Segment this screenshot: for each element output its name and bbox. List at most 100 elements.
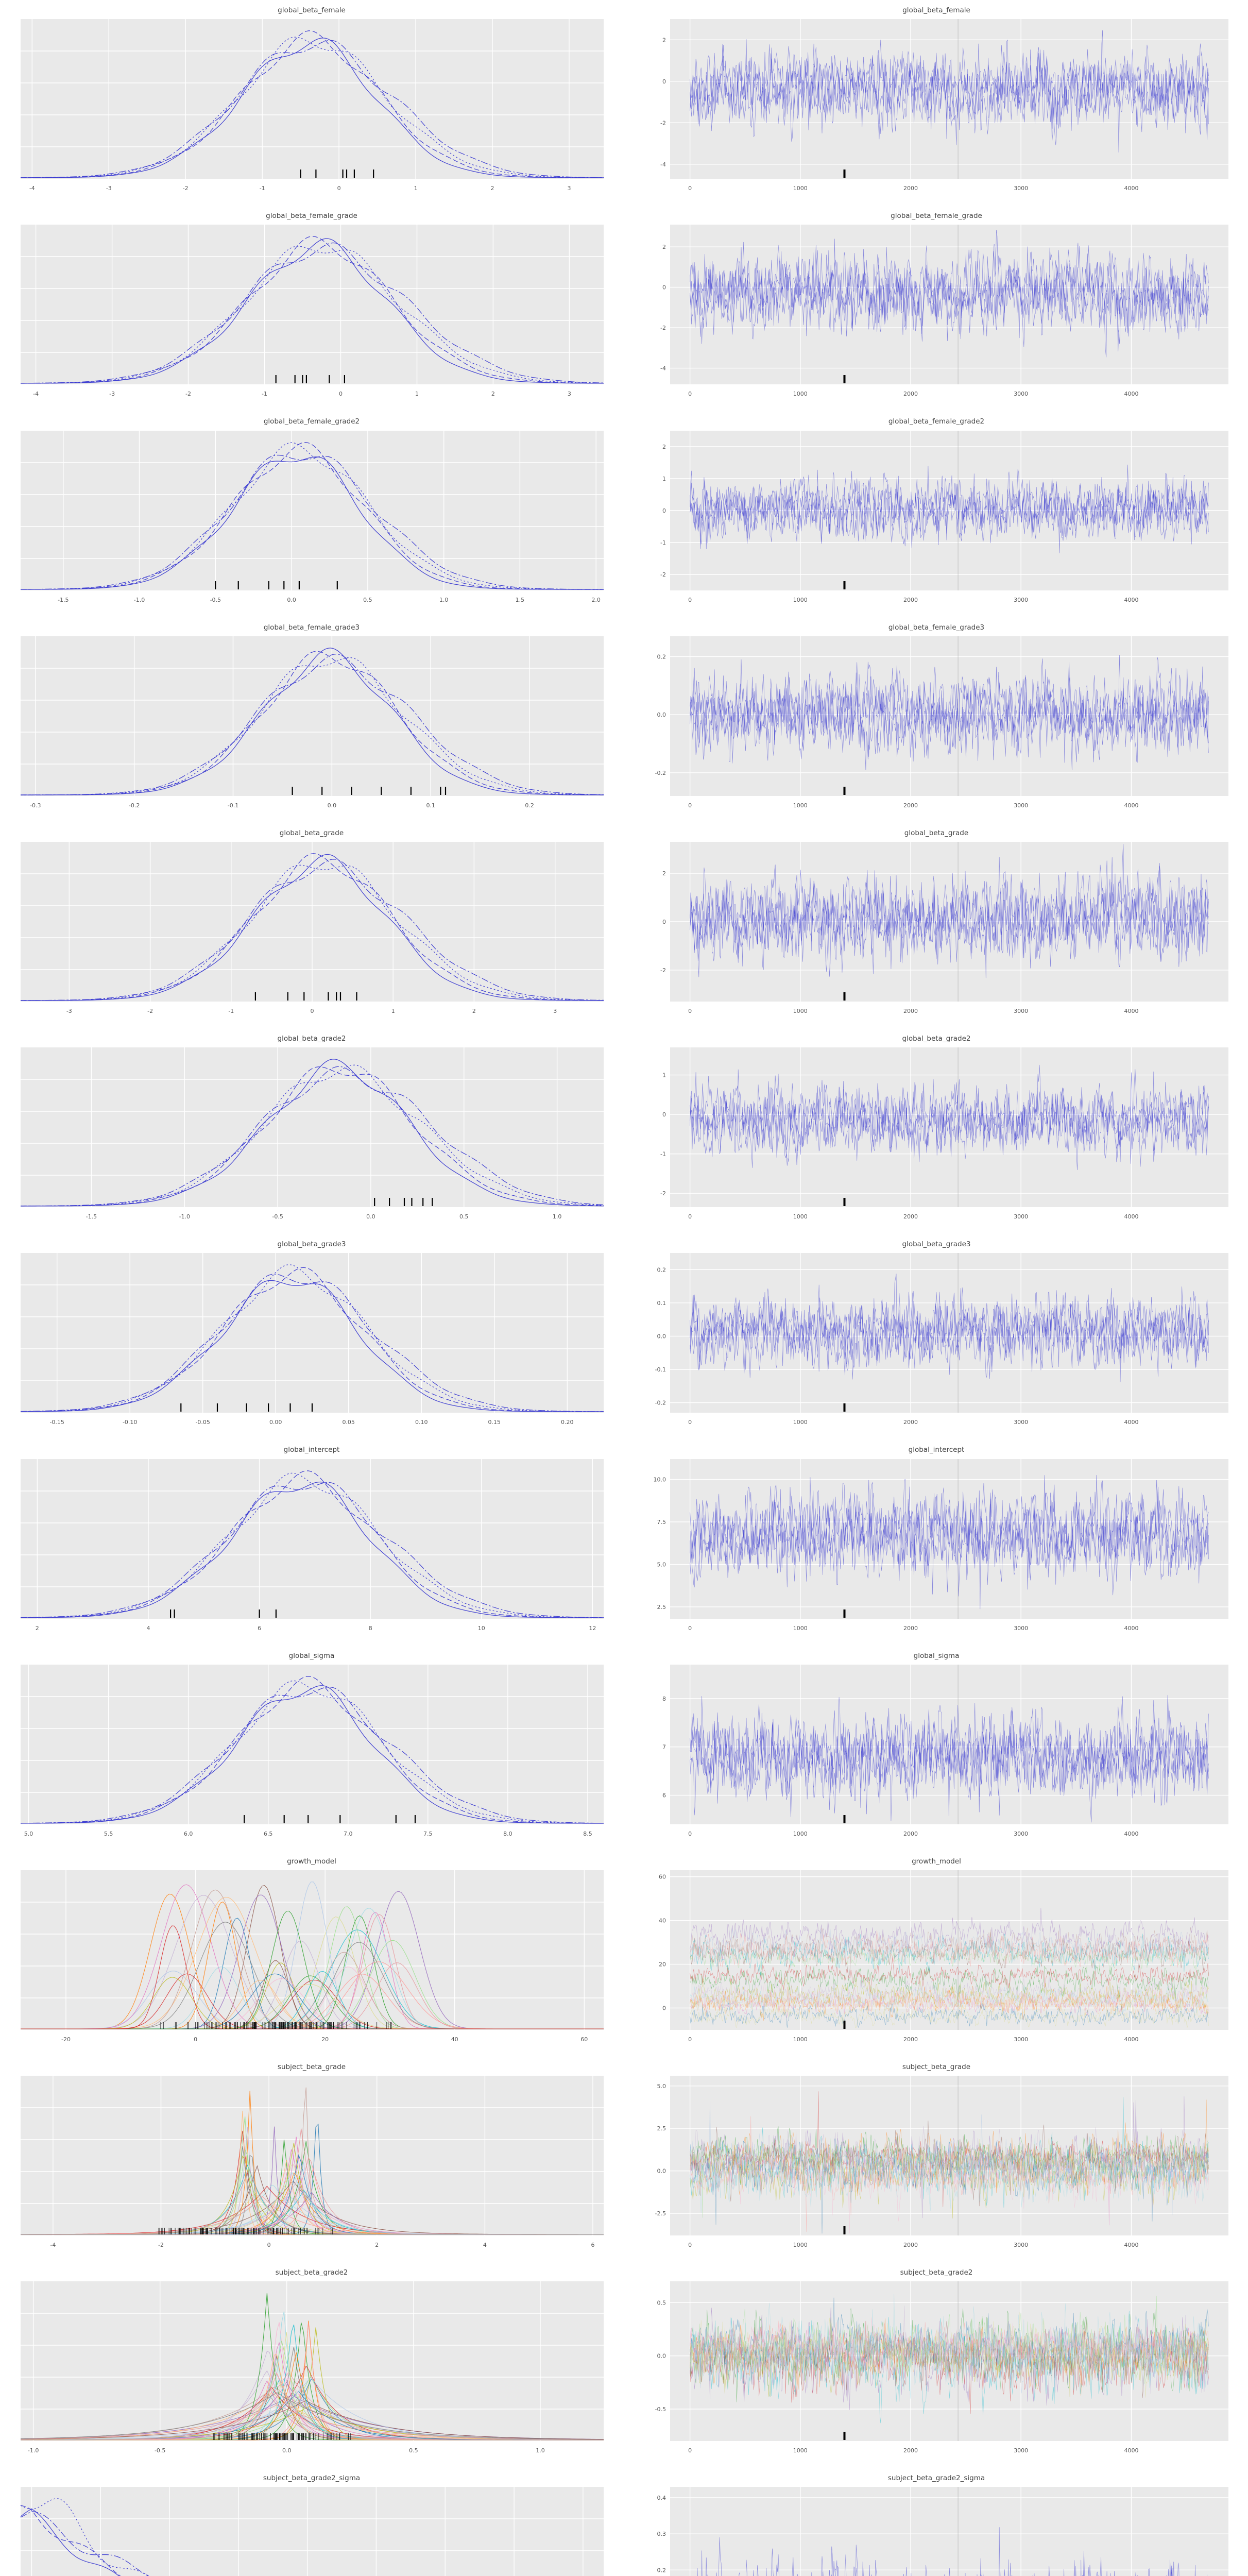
svg-text:4000: 4000: [1124, 1419, 1139, 1426]
divergence-mark: [843, 786, 846, 795]
svg-text:-0.3: -0.3: [30, 802, 41, 809]
svg-text:-4: -4: [50, 2242, 56, 2248]
svg-text:1: 1: [662, 476, 666, 482]
svg-text:-0.2: -0.2: [655, 1400, 666, 1406]
svg-text:2: 2: [662, 244, 666, 251]
trace-row: subject_beta_grade2_sigma 0.000.050.100.1…: [15, 2474, 1233, 2576]
trace-plot: 0.00.10.20.30.401000200030004000: [657, 2487, 1228, 2576]
svg-text:4000: 4000: [1124, 597, 1139, 603]
svg-text:-4: -4: [29, 185, 35, 192]
svg-text:2000: 2000: [903, 1008, 918, 1014]
trace-plot: -0.2 0.0 0.2 0 1000 2000 3000 4000: [655, 636, 1228, 809]
svg-text:1000: 1000: [793, 1831, 808, 1837]
svg-text:0: 0: [688, 2036, 692, 2043]
svg-text:0: 0: [688, 185, 692, 192]
divergence-mark: [843, 1815, 846, 1823]
svg-text:5.0: 5.0: [657, 1561, 666, 1568]
svg-text:0.0: 0.0: [287, 597, 296, 603]
svg-text:0.3: 0.3: [657, 2531, 666, 2538]
svg-text:20: 20: [659, 1961, 666, 1968]
svg-text:-2: -2: [660, 967, 666, 974]
divergence-mark: [843, 1403, 846, 1412]
svg-text:2: 2: [662, 37, 666, 43]
trace-plot: -2 -1 0 1 0 1000 2000 3000 4000: [660, 1047, 1228, 1220]
subplot-title: global_beta_grade3: [902, 1240, 971, 1249]
svg-text:0.0: 0.0: [366, 1213, 375, 1220]
trace-row: global_beta_female -4 -3 -2 -1 0 1 2 3 global_bet…: [15, 6, 1233, 212]
svg-text:0: 0: [662, 919, 666, 925]
svg-text:0: 0: [688, 1831, 692, 1837]
svg-text:-0.5: -0.5: [155, 2447, 165, 2454]
kde-plot: 0.000.050.100.150.200.250.300.350.40: [20, 2487, 604, 2576]
svg-text:2: 2: [375, 2242, 379, 2248]
svg-text:0.0: 0.0: [657, 2168, 666, 2175]
kde-cell: global_beta_female_grade3 -0.3 -0.2 -0.1 0.0…: [15, 623, 608, 815]
svg-text:6.0: 6.0: [184, 1831, 193, 1837]
subplot-title: global_sigma: [913, 1651, 960, 1660]
kde-plot: -1.5 -1.0 -0.5 0.0 0.5 1.0: [21, 1047, 604, 1220]
svg-text:6: 6: [591, 2242, 595, 2248]
svg-text:3000: 3000: [1014, 2036, 1028, 2043]
trace-row: global_beta_grade3 -0.15 -0.10 -0.05 0.00 0.0…: [15, 1240, 1233, 1446]
svg-text:2: 2: [36, 1625, 39, 1632]
kde-cell: global_sigma 5.0 5.5 6.0 6.5 7.0 7.5 8.0 8.5: [15, 1652, 608, 1843]
svg-text:2000: 2000: [903, 802, 918, 809]
trace-row: subject_beta_grade2 -1.0 -0.5 0.0 0.5 1.0 subj…: [15, 2268, 1233, 2474]
svg-text:0: 0: [688, 1008, 692, 1014]
svg-text:20: 20: [321, 2036, 329, 2043]
svg-text:1: 1: [662, 1072, 666, 1079]
svg-text:3000: 3000: [1014, 802, 1028, 809]
svg-text:0: 0: [194, 2036, 197, 2043]
svg-text:60: 60: [580, 2036, 588, 2043]
subplot-title: global_beta_female: [902, 6, 970, 14]
svg-text:6: 6: [662, 1792, 666, 1799]
svg-text:-0.5: -0.5: [655, 2406, 666, 2413]
svg-text:-1.5: -1.5: [86, 1213, 97, 1220]
subplot-title: global_beta_grade3: [277, 1240, 346, 1249]
kde-plot: -0.15 -0.10 -0.05 0.00 0.05 0.10 0.15 0.20: [21, 1253, 604, 1426]
svg-text:-2: -2: [660, 1190, 666, 1197]
svg-text:0: 0: [688, 391, 692, 397]
svg-text:10: 10: [478, 1625, 485, 1632]
svg-text:1000: 1000: [793, 1213, 808, 1220]
svg-text:-2: -2: [185, 391, 191, 397]
svg-text:0: 0: [267, 2242, 271, 2248]
subplot-title: subject_beta_grade: [902, 2062, 971, 2071]
svg-text:0: 0: [688, 1419, 692, 1426]
svg-text:4000: 4000: [1124, 1831, 1139, 1837]
trace-plot: -2 -1 0 1 2 0 1000 2000 3000 4000: [660, 430, 1228, 603]
svg-text:8.5: 8.5: [583, 1831, 592, 1837]
svg-text:1000: 1000: [793, 1008, 808, 1014]
svg-text:4: 4: [147, 1625, 150, 1632]
subplot-title: subject_beta_grade2: [900, 2268, 973, 2277]
svg-text:0: 0: [688, 802, 692, 809]
divergence-mark: [843, 170, 846, 178]
svg-text:-4: -4: [660, 365, 666, 372]
svg-text:-4: -4: [660, 161, 666, 168]
svg-text:-3: -3: [66, 1008, 72, 1014]
subplot-title: global_beta_female_grade: [266, 212, 357, 221]
trace-row: global_beta_female_grade2 -1.5 -1.0 -0.5 0.0…: [15, 417, 1233, 623]
divergence-mark: [843, 1609, 846, 1618]
svg-text:-2: -2: [660, 325, 666, 331]
svg-text:0.2: 0.2: [657, 653, 666, 660]
svg-text:3: 3: [568, 391, 571, 397]
svg-text:2: 2: [491, 391, 495, 397]
subplot-title: global_beta_female_grade: [891, 212, 982, 221]
trace-row: global_beta_female_grade3 -0.3 -0.2 -0.1 0.0…: [15, 623, 1233, 829]
kde-plot: -0.3 -0.2 -0.1 0.0 0.1 0.2: [20, 636, 604, 809]
trace-cell: subject_beta_grade -2.5 0.0 2.5 5.0 0 1000 2000…: [640, 2063, 1233, 2254]
svg-text:4000: 4000: [1124, 185, 1139, 192]
trace-cell: subject_beta_grade2 -0.5 0.0 0.5 0 1000 2000 30…: [640, 2268, 1233, 2460]
svg-text:-1: -1: [260, 185, 265, 192]
kde-cell: global_beta_female_grade -4 -3 -2 -1 0 1 2 3: [15, 212, 608, 403]
subplot-title: global_beta_grade: [279, 828, 344, 837]
svg-text:-1: -1: [660, 539, 666, 546]
kde-plot: 5.0 5.5 6.0 6.5 7.0 7.5 8.0 8.5: [20, 1664, 604, 1837]
svg-text:2.5: 2.5: [657, 2125, 666, 2132]
svg-text:0: 0: [688, 1625, 692, 1632]
svg-text:4000: 4000: [1124, 802, 1139, 809]
svg-text:0.10: 0.10: [415, 1419, 428, 1426]
svg-text:1000: 1000: [793, 2036, 808, 2043]
kde-plot: -4 -3 -2 -1 0 1 2 3: [20, 225, 604, 397]
